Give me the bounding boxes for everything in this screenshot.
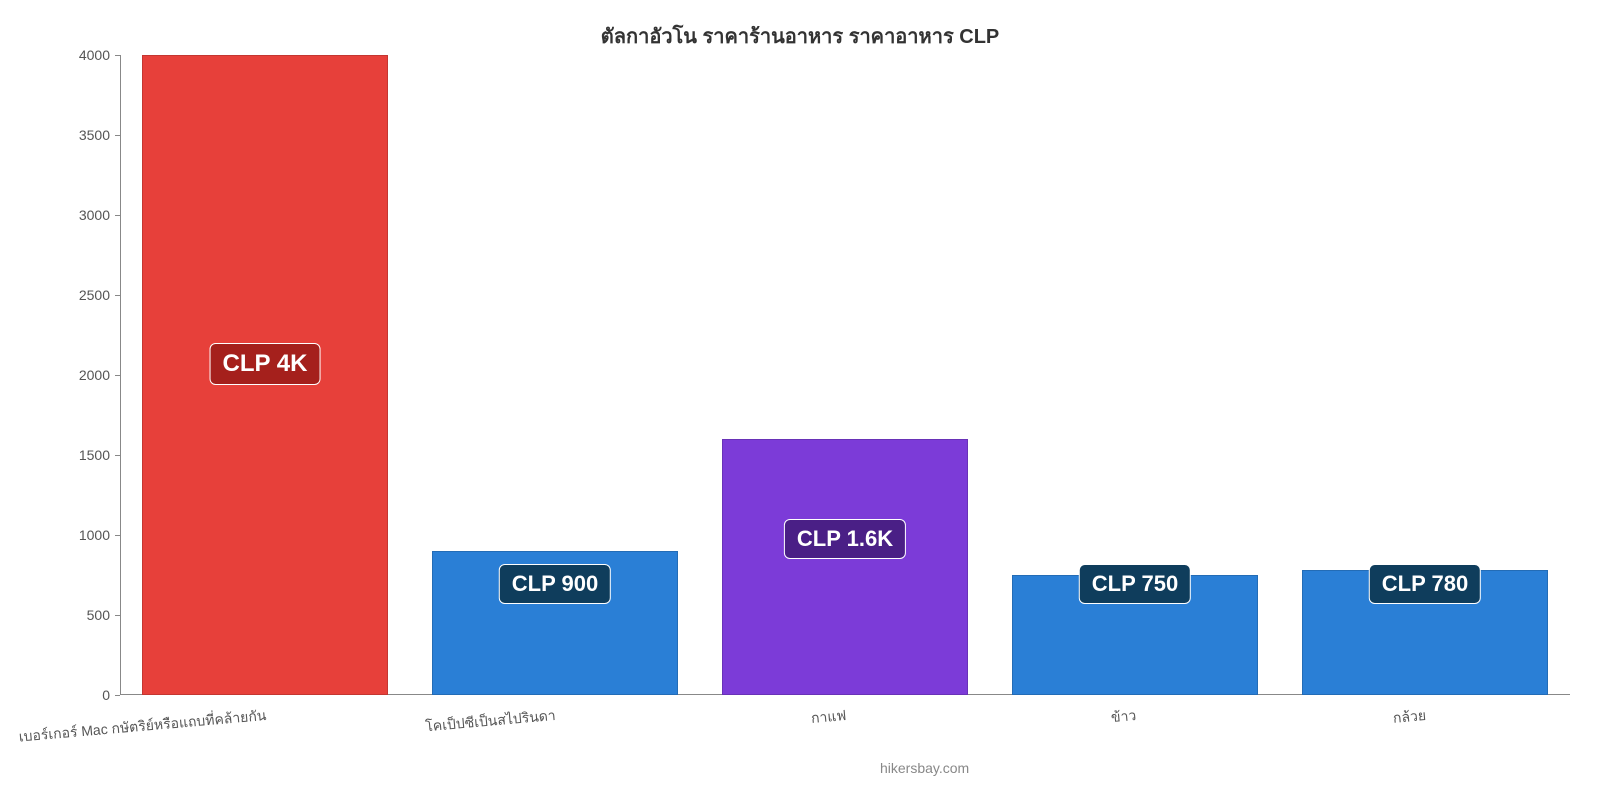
bar-value-badge: CLP 900 [499,564,611,604]
y-tick-mark [115,615,120,616]
bar-value-badge: CLP 1.6K [784,519,906,559]
x-tick-label: โคเป็ปซีเป็นสไปรินดา [425,705,557,738]
x-tick-label: กล้วย [1392,705,1427,730]
price-bar [722,439,969,695]
y-tick-mark [115,295,120,296]
y-tick-mark [115,455,120,456]
bar-value-badge: CLP 750 [1079,564,1191,604]
bar-value-badge: CLP 4K [210,343,321,385]
y-tick-label: 1500 [79,447,110,463]
y-tick-mark [115,55,120,56]
y-tick-label: 3000 [79,207,110,223]
y-tick-mark [115,535,120,536]
chart-plot-area: 05001000150020002500300035004000CLP 4Kเบ… [120,55,1570,695]
y-axis-line [120,55,121,695]
bar-value-badge: CLP 780 [1369,564,1481,604]
y-tick-label: 500 [87,607,110,623]
x-tick-label: กาแฟ [810,705,847,730]
y-tick-label: 3500 [79,127,110,143]
y-tick-mark [115,375,120,376]
y-tick-label: 2000 [79,367,110,383]
y-tick-mark [115,215,120,216]
y-tick-mark [115,135,120,136]
y-tick-label: 0 [102,687,110,703]
price-bar-chart: ตัลกาอัวโน ราคาร้านอาหาร ราคาอาหาร CLP 0… [0,0,1600,800]
x-tick-label: เบอร์เกอร์ Mac กษัตริย์หรือแถบที่คล้ายกั… [18,705,267,749]
attribution-text: hikersbay.com [880,760,969,776]
y-tick-mark [115,695,120,696]
x-tick-label: ข้าว [1110,705,1137,729]
chart-title: ตัลกาอัวโน ราคาร้านอาหาร ราคาอาหาร CLP [0,20,1600,52]
y-tick-label: 4000 [79,47,110,63]
y-tick-label: 2500 [79,287,110,303]
y-tick-label: 1000 [79,527,110,543]
